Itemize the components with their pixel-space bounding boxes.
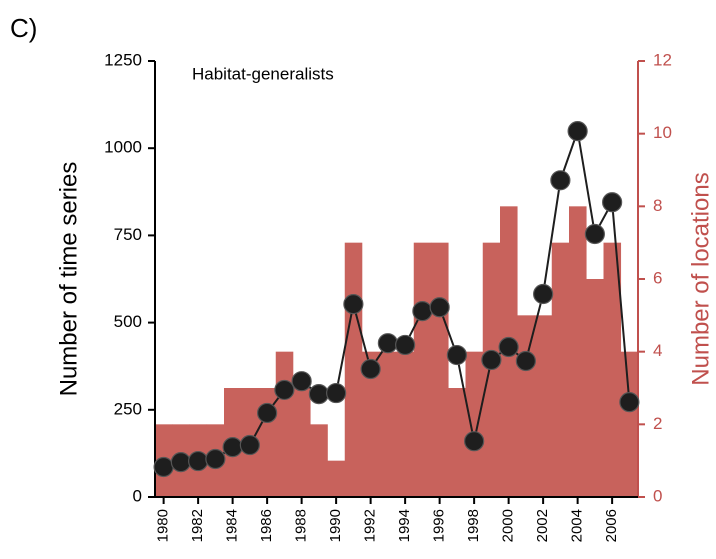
point [550,170,571,191]
bar [448,388,466,497]
y-tick-label: 1000 [104,138,142,157]
annotation: Habitat-generalists [192,64,334,83]
point [257,402,278,424]
point [515,350,536,372]
y-tick-label: 500 [114,312,142,331]
bar [362,351,380,497]
point [343,294,364,315]
bar [327,460,346,497]
x-tick-label: 1994 [396,509,413,542]
bar [534,315,553,497]
point [602,192,623,213]
bar [293,388,311,497]
point [274,379,295,401]
y2-tick-label: 10 [653,123,672,142]
bar [344,242,363,497]
point [360,358,381,380]
x-tick-label: 2004 [569,509,586,542]
bar [465,351,484,497]
x-tick-label: 2000 [500,509,517,542]
x-tick-label: 2002 [534,509,551,542]
x-tick-label: 2006 [603,509,620,542]
point [429,297,450,318]
bar [586,279,604,497]
point [308,384,329,405]
y2-tick-label: 12 [653,50,672,69]
y2-tick-label: 2 [653,414,662,433]
y-tick-label: 750 [114,225,142,244]
point [412,300,433,322]
bar [620,351,639,497]
point [533,283,554,305]
y-axis-label: Number of time series [55,162,82,397]
y-tick-label: 250 [114,399,142,418]
point [291,371,312,392]
x-tick-label: 1990 [327,509,344,542]
point [619,392,640,413]
point [584,223,605,245]
point [326,382,347,404]
point [464,431,485,452]
y2-tick-label: 4 [653,341,662,360]
bar [551,242,570,497]
point [170,452,191,473]
point [498,336,519,358]
y-tick-label: 1250 [104,50,142,69]
x-tick-label: 1986 [258,509,275,542]
x-tick-label: 1988 [293,509,310,542]
point [395,334,416,356]
panel-label: C) [10,13,37,43]
x-tick-label: 1996 [431,509,448,542]
point [205,448,226,470]
point [153,456,174,478]
y2-tick-label: 6 [653,268,662,287]
x-tick-label: 1992 [362,509,379,542]
point [188,450,209,472]
point [481,349,502,371]
bar [603,242,622,497]
x-tick-label: 1982 [189,509,206,542]
y2-tick-label: 8 [653,196,662,215]
x-tick-label: 1998 [465,509,482,542]
bar [275,351,294,497]
bar [431,242,449,497]
point [377,333,398,354]
point [446,344,467,366]
y-tick-label: 0 [133,486,142,505]
bar [310,424,328,497]
bar [396,351,415,497]
bar [413,242,432,497]
bar [379,351,397,497]
y2-axis-label: Number of locations [687,172,714,385]
bar [569,206,587,498]
y2-tick-label: 0 [653,486,662,505]
point [567,121,588,142]
x-tick-label: 1980 [155,509,172,542]
bar [517,315,535,497]
point [239,434,260,456]
x-tick-label: 1984 [224,509,241,542]
point [222,437,243,458]
